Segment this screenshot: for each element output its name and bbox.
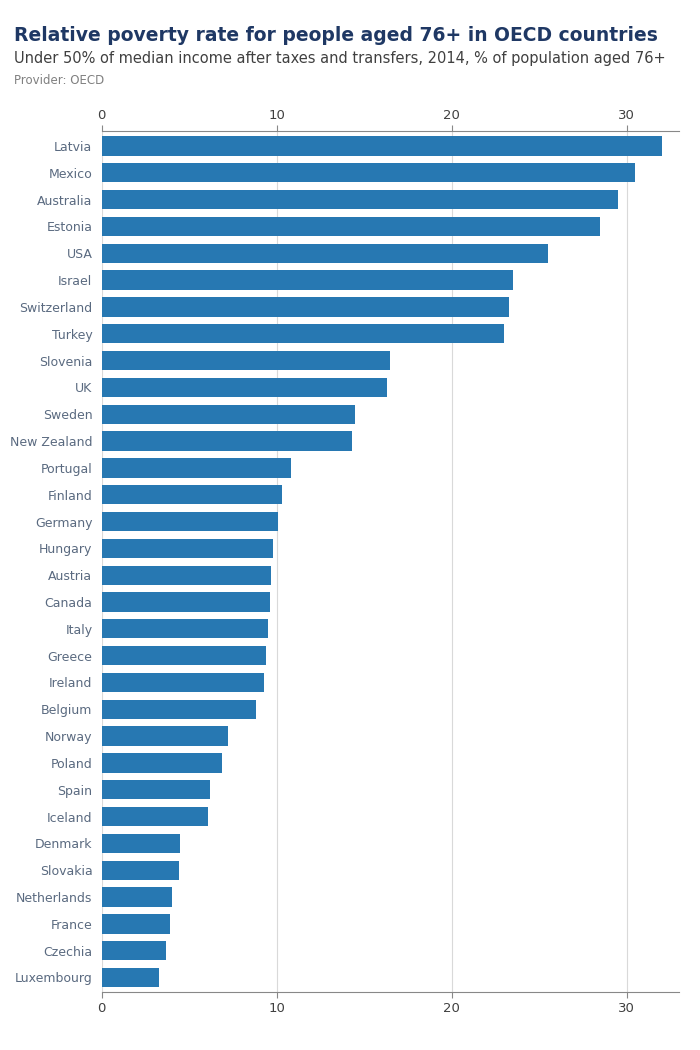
Bar xyxy=(102,432,351,450)
Bar xyxy=(102,511,279,531)
Bar xyxy=(102,753,223,773)
Bar xyxy=(102,190,617,209)
Bar xyxy=(102,485,281,504)
Bar xyxy=(102,404,355,424)
Text: figure.nz: figure.nz xyxy=(584,15,665,29)
Bar xyxy=(102,592,270,612)
Bar xyxy=(102,915,169,933)
Bar xyxy=(102,539,273,558)
Bar xyxy=(102,941,167,961)
Bar xyxy=(102,351,391,371)
Bar xyxy=(102,968,160,987)
Text: Relative poverty rate for people aged 76+ in OECD countries: Relative poverty rate for people aged 76… xyxy=(14,26,658,45)
Bar xyxy=(102,887,172,907)
Bar xyxy=(102,378,386,397)
Bar xyxy=(102,861,178,880)
Bar xyxy=(102,620,267,638)
Bar xyxy=(102,673,265,692)
Bar xyxy=(102,163,636,183)
Bar xyxy=(102,699,256,719)
Bar xyxy=(102,834,181,853)
Text: Provider: OECD: Provider: OECD xyxy=(14,74,104,86)
Text: Under 50% of median income after taxes and transfers, 2014, % of population aged: Under 50% of median income after taxes a… xyxy=(14,51,666,66)
Bar xyxy=(102,136,662,155)
Bar xyxy=(102,458,290,478)
Bar xyxy=(102,780,210,799)
Bar xyxy=(102,324,504,343)
Bar xyxy=(102,646,266,666)
Bar xyxy=(102,806,209,826)
Bar xyxy=(102,216,601,236)
Bar xyxy=(102,566,272,585)
Bar xyxy=(102,727,228,745)
Bar xyxy=(102,297,510,317)
Bar xyxy=(102,271,512,290)
Bar xyxy=(102,244,547,262)
